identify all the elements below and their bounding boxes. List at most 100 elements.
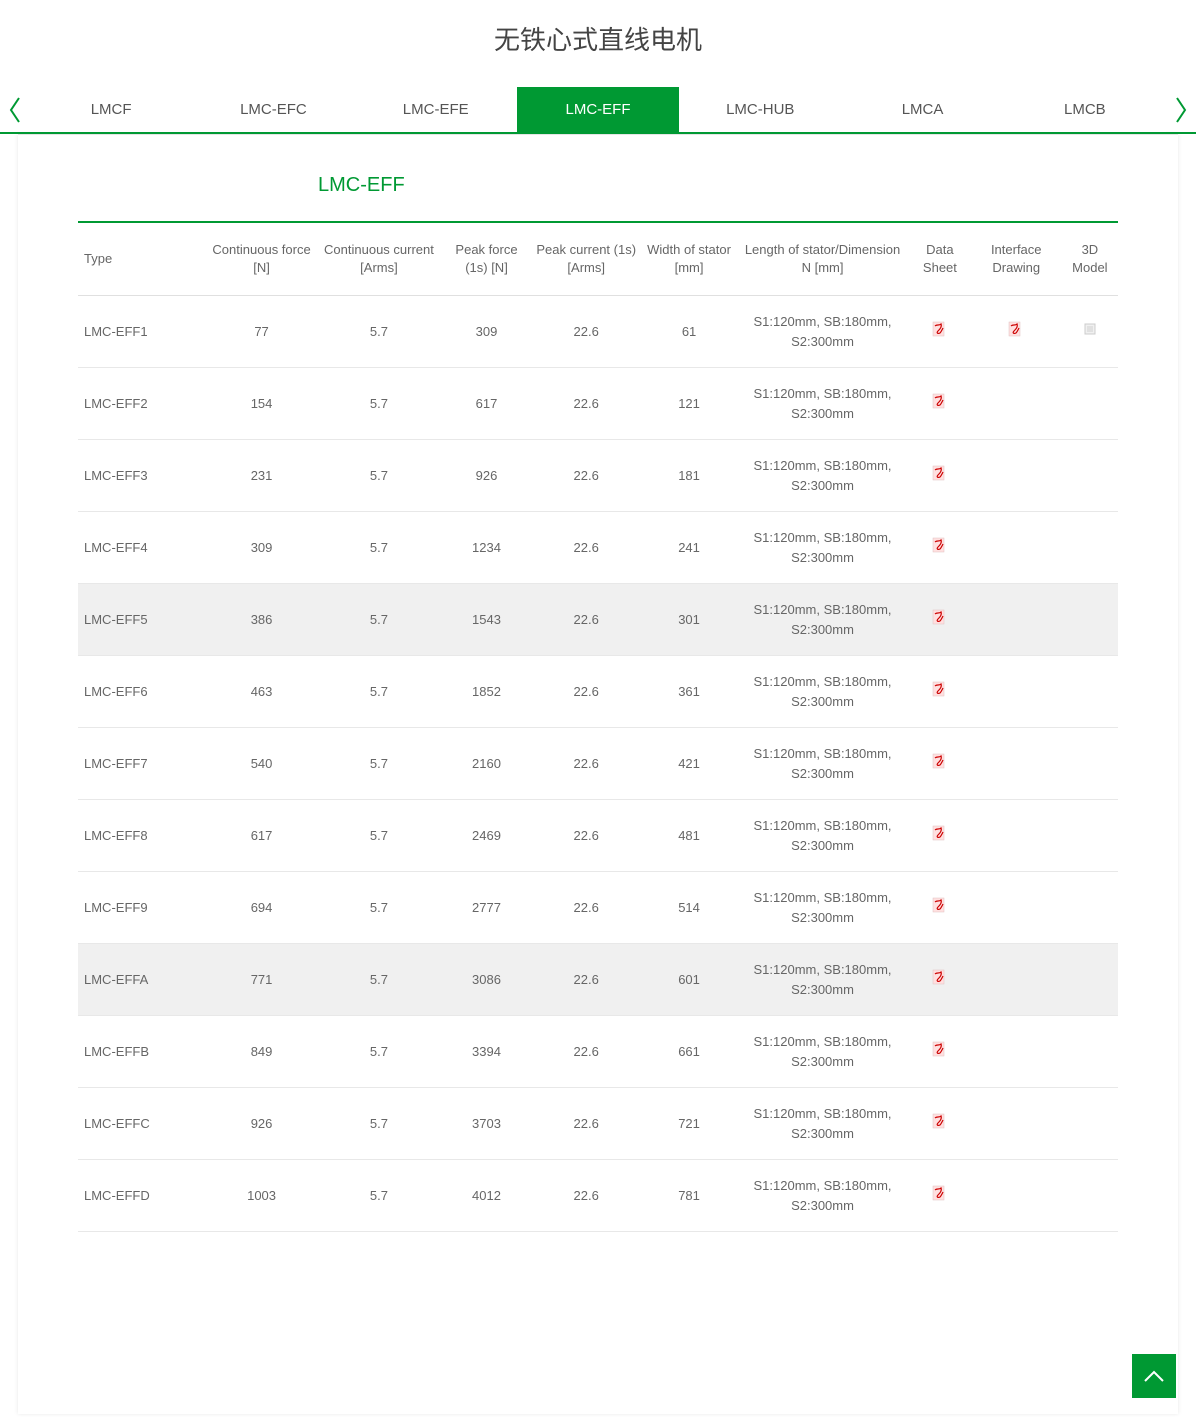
cell-cont-current: 5.7 bbox=[315, 512, 443, 584]
cell-datasheet bbox=[909, 512, 971, 584]
cell-cont-current: 5.7 bbox=[315, 584, 443, 656]
cell-type: LMC-EFFB bbox=[78, 1016, 208, 1088]
cell-length: S1:120mm, SB:180mm, S2:300mm bbox=[736, 1160, 909, 1232]
cell-peak-current: 22.6 bbox=[530, 296, 642, 368]
tab-lmca[interactable]: LMCA bbox=[841, 87, 1003, 132]
tab-lmcb[interactable]: LMCB bbox=[1004, 87, 1166, 132]
cell-peak-current: 22.6 bbox=[530, 584, 642, 656]
cell-cont-force: 771 bbox=[208, 944, 315, 1016]
pdf-icon[interactable] bbox=[932, 897, 948, 919]
cell-datasheet bbox=[909, 1088, 971, 1160]
th-model: 3D Model bbox=[1062, 222, 1118, 296]
cell-datasheet bbox=[909, 656, 971, 728]
cell-length: S1:120mm, SB:180mm, S2:300mm bbox=[736, 440, 909, 512]
cell-type: LMC-EFFA bbox=[78, 944, 208, 1016]
cell-cont-current: 5.7 bbox=[315, 728, 443, 800]
cell-length: S1:120mm, SB:180mm, S2:300mm bbox=[736, 296, 909, 368]
tabs-wrapper: LMCFLMC-EFCLMC-EFELMC-EFFLMC-HUBLMCALMCB bbox=[0, 87, 1196, 134]
scroll-to-top-button[interactable] bbox=[1132, 1354, 1176, 1398]
cell-cont-force: 1003 bbox=[208, 1160, 315, 1232]
tab-lmc-eff[interactable]: LMC-EFF bbox=[517, 87, 679, 132]
pdf-icon[interactable] bbox=[932, 1113, 948, 1135]
pdf-icon[interactable] bbox=[932, 393, 948, 415]
pdf-icon[interactable] bbox=[932, 465, 948, 487]
chevron-right-icon bbox=[1173, 96, 1189, 124]
tab-lmc-hub[interactable]: LMC-HUB bbox=[679, 87, 841, 132]
cell-model bbox=[1062, 872, 1118, 944]
cell-cont-current: 5.7 bbox=[315, 1088, 443, 1160]
cell-model bbox=[1062, 512, 1118, 584]
pdf-icon[interactable] bbox=[932, 1041, 948, 1063]
cell-peak-force: 3086 bbox=[443, 944, 530, 1016]
cell-peak-current: 22.6 bbox=[530, 1016, 642, 1088]
cell-length: S1:120mm, SB:180mm, S2:300mm bbox=[736, 512, 909, 584]
pdf-icon[interactable] bbox=[932, 1185, 948, 1207]
cell-drawing bbox=[971, 1160, 1062, 1232]
cell-peak-force: 3703 bbox=[443, 1088, 530, 1160]
cell-datasheet bbox=[909, 1160, 971, 1232]
cell-length: S1:120mm, SB:180mm, S2:300mm bbox=[736, 584, 909, 656]
chevron-up-icon bbox=[1143, 1369, 1165, 1383]
pdf-icon[interactable] bbox=[932, 681, 948, 703]
cell-drawing bbox=[971, 656, 1062, 728]
cell-model bbox=[1062, 296, 1118, 368]
table-body: LMC-EFF1775.730922.661S1:120mm, SB:180mm… bbox=[78, 296, 1118, 1232]
table-header-row: Type Continuous force [N] Continuous cur… bbox=[78, 222, 1118, 296]
cell-width: 421 bbox=[642, 728, 736, 800]
cell-peak-force: 2777 bbox=[443, 872, 530, 944]
th-width: Width of stator [mm] bbox=[642, 222, 736, 296]
cell-peak-force: 926 bbox=[443, 440, 530, 512]
pdf-icon[interactable] bbox=[932, 825, 948, 847]
cell-model bbox=[1062, 1160, 1118, 1232]
tab-lmc-efe[interactable]: LMC-EFE bbox=[355, 87, 517, 132]
chevron-left-icon bbox=[7, 96, 23, 124]
pdf-icon[interactable] bbox=[932, 753, 948, 775]
cell-width: 481 bbox=[642, 800, 736, 872]
cell-length: S1:120mm, SB:180mm, S2:300mm bbox=[736, 368, 909, 440]
cell-model bbox=[1062, 1088, 1118, 1160]
cell-model bbox=[1062, 440, 1118, 512]
cell-length: S1:120mm, SB:180mm, S2:300mm bbox=[736, 656, 909, 728]
tab-lmcf[interactable]: LMCF bbox=[30, 87, 192, 132]
cell-model bbox=[1062, 656, 1118, 728]
prev-tab-button[interactable] bbox=[0, 87, 30, 132]
cell-cont-current: 5.7 bbox=[315, 1016, 443, 1088]
table-row: LMC-EFF43095.7123422.6241S1:120mm, SB:18… bbox=[78, 512, 1118, 584]
cell-datasheet bbox=[909, 296, 971, 368]
pdf-icon[interactable] bbox=[932, 537, 948, 559]
pdf-icon[interactable] bbox=[932, 969, 948, 991]
tab-lmc-efc[interactable]: LMC-EFC bbox=[192, 87, 354, 132]
th-length: Length of stator/Dimension N [mm] bbox=[736, 222, 909, 296]
cell-type: LMC-EFF5 bbox=[78, 584, 208, 656]
cell-peak-force: 617 bbox=[443, 368, 530, 440]
page-title: 无铁心式直线电机 bbox=[0, 0, 1196, 87]
cell-drawing bbox=[971, 800, 1062, 872]
cell-peak-current: 22.6 bbox=[530, 368, 642, 440]
cell-peak-current: 22.6 bbox=[530, 1088, 642, 1160]
cell-drawing bbox=[971, 1016, 1062, 1088]
cell-width: 121 bbox=[642, 368, 736, 440]
cell-peak-force: 2469 bbox=[443, 800, 530, 872]
cell-peak-force: 309 bbox=[443, 296, 530, 368]
cell-datasheet bbox=[909, 728, 971, 800]
cell-peak-force: 1543 bbox=[443, 584, 530, 656]
table-row: LMC-EFF53865.7154322.6301S1:120mm, SB:18… bbox=[78, 584, 1118, 656]
cell-peak-force: 1234 bbox=[443, 512, 530, 584]
pdf-icon[interactable] bbox=[932, 609, 948, 631]
cell-datasheet bbox=[909, 368, 971, 440]
cell-type: LMC-EFF7 bbox=[78, 728, 208, 800]
table-row: LMC-EFF21545.761722.6121S1:120mm, SB:180… bbox=[78, 368, 1118, 440]
3d-model-icon[interactable] bbox=[1083, 322, 1097, 342]
cell-length: S1:120mm, SB:180mm, S2:300mm bbox=[736, 944, 909, 1016]
cell-width: 181 bbox=[642, 440, 736, 512]
cell-cont-current: 5.7 bbox=[315, 368, 443, 440]
pdf-icon[interactable] bbox=[1008, 321, 1024, 343]
cell-cont-current: 5.7 bbox=[315, 1160, 443, 1232]
cell-type: LMC-EFF9 bbox=[78, 872, 208, 944]
pdf-icon[interactable] bbox=[932, 321, 948, 343]
cell-model bbox=[1062, 368, 1118, 440]
cell-cont-current: 5.7 bbox=[315, 944, 443, 1016]
cell-cont-force: 617 bbox=[208, 800, 315, 872]
next-tab-button[interactable] bbox=[1166, 87, 1196, 132]
cell-length: S1:120mm, SB:180mm, S2:300mm bbox=[736, 872, 909, 944]
